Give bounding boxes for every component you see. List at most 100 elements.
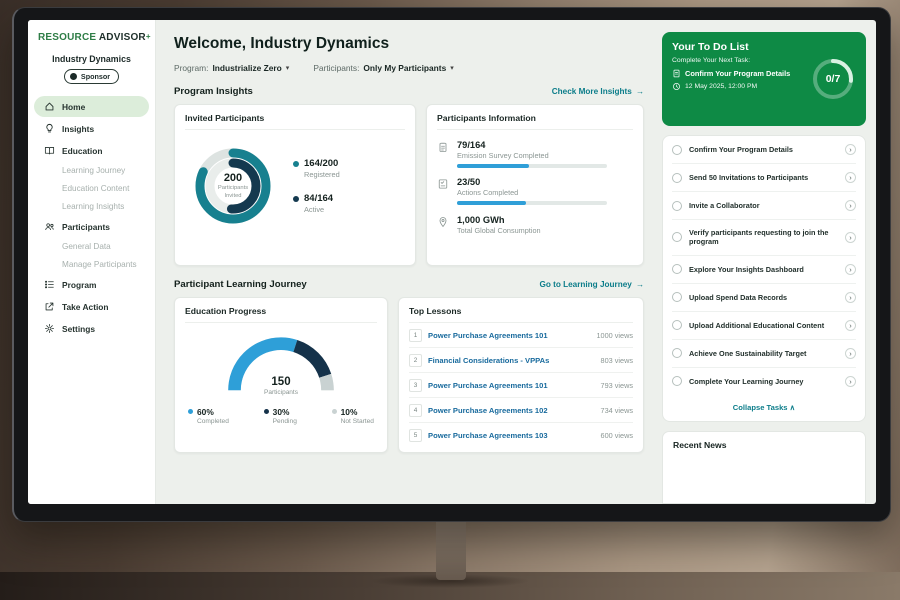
invited-donut-chart: 200 Participants Invited [185, 138, 281, 234]
task-checkbox[interactable] [672, 320, 682, 331]
program-insights-header: Program Insights Check More Insights → [174, 86, 644, 97]
sidebar-item-label: Take Action [62, 301, 109, 312]
lesson-views: 1000 views [596, 330, 633, 340]
collapse-tasks-link[interactable]: Collapse Tasks ∧ [672, 395, 856, 421]
lesson-link[interactable]: Power Purchase Agreements 101 [428, 330, 548, 340]
lesson-views: 600 views [600, 430, 633, 440]
todo-progress-ring: 0/7 [810, 56, 856, 102]
participants-filter-dropdown[interactable]: Participants: Only My Participants ▾ [313, 63, 453, 73]
chevron-right-icon[interactable]: › [845, 144, 856, 155]
task-row[interactable]: Invite a Collaborator › [672, 192, 856, 220]
lesson-views: 793 views [600, 380, 633, 390]
lesson-row: 2 Financial Considerations - VPPAs 803 v… [409, 348, 633, 373]
sidebar-item-label: General Data [62, 242, 111, 251]
task-checkbox[interactable] [672, 348, 682, 359]
task-checkbox[interactable] [672, 264, 682, 275]
top-lessons-card: Top Lessons 1 Power Purchase Agreements … [398, 297, 644, 453]
task-checkbox[interactable] [672, 232, 682, 243]
task-row[interactable]: Confirm Your Program Details › [672, 136, 856, 164]
progress-track [457, 201, 607, 205]
sidebar-item-program[interactable]: Program [34, 274, 149, 295]
chevron-right-icon[interactable]: › [845, 231, 856, 243]
sidebar-item-education-content[interactable]: Education Content [34, 180, 149, 197]
program-filter-dropdown[interactable]: Program: Industrialize Zero ▾ [174, 63, 289, 73]
chevron-right-icon[interactable]: › [845, 319, 856, 331]
donut-center-label: Participants Invited [217, 185, 249, 199]
sidebar-item-participants[interactable]: Participants [34, 216, 149, 237]
gauge-center-value: 150 [271, 376, 291, 389]
task-checkbox[interactable] [672, 200, 682, 211]
chevron-right-icon[interactable]: › [845, 263, 856, 275]
legend-value: 30% [272, 407, 290, 417]
main-content: Welcome, Industry Dynamics Program: Indu… [156, 20, 658, 504]
task-checkbox[interactable] [672, 172, 682, 183]
people-icon [44, 221, 55, 232]
go-to-learning-journey-link[interactable]: Go to Learning Journey → [539, 280, 644, 289]
chevron-right-icon[interactable]: › [845, 291, 856, 303]
sidebar-item-label: Education Content [62, 184, 130, 193]
sidebar-item-label: Participants [62, 221, 110, 232]
lesson-link[interactable]: Power Purchase Agreements 101 [428, 380, 548, 390]
lesson-rank: 3 [409, 378, 422, 392]
progress-fill [457, 201, 526, 205]
todo-due-label: 12 May 2025, 12:00 PM [685, 83, 758, 91]
external-arrow-icon [44, 301, 55, 312]
link-label: Go to Learning Journey [539, 280, 632, 289]
sidebar-item-general-data[interactable]: General Data [34, 238, 149, 255]
legend-item: 30% Pending [263, 407, 297, 425]
lesson-link[interactable]: Financial Considerations - VPPAs [428, 355, 550, 365]
sidebar-item-settings[interactable]: Settings [34, 318, 149, 339]
lightbulb-icon [44, 123, 55, 134]
task-row[interactable]: Verify participants requesting to join t… [672, 220, 856, 256]
task-row[interactable]: Upload Additional Educational Content › [672, 312, 856, 340]
task-label: Invite a Collaborator [689, 200, 760, 210]
logo-secondary: ADVISOR [98, 32, 146, 43]
task-row[interactable]: Explore Your Insights Dashboard › [672, 256, 856, 284]
check-more-insights-link[interactable]: Check More Insights → [552, 87, 644, 96]
task-row[interactable]: Send 50 Invitations to Participants › [672, 164, 856, 192]
education-gauge-chart: 150 Participants [221, 334, 341, 396]
todo-subtitle: Complete Your Next Task: [672, 57, 751, 64]
sidebar-item-insights[interactable]: Insights [34, 118, 149, 139]
task-checkbox[interactable] [672, 292, 682, 303]
monitor-bezel: RESOURCE ADVISOR+ Industry Dynamics Spon… [12, 7, 891, 522]
sidebar-item-learning-insights[interactable]: Learning Insights [34, 198, 149, 215]
task-row[interactable]: Upload Spend Data Records › [672, 284, 856, 312]
lesson-row: 5 Power Purchase Agreements 103 600 view… [409, 423, 633, 447]
todo-next-task-label: Confirm Your Program Details [685, 69, 791, 78]
lesson-row: 3 Power Purchase Agreements 101 793 view… [409, 373, 633, 398]
task-row[interactable]: Complete Your Learning Journey › [672, 368, 856, 395]
todo-summary-card: Your To Do List Complete Your Next Task:… [662, 32, 866, 126]
sidebar-item-label: Learning Insights [62, 202, 125, 211]
chevron-right-icon[interactable]: › [845, 347, 856, 359]
participants-filter-label: Participants: [313, 63, 360, 73]
lesson-link[interactable]: Power Purchase Agreements 103 [428, 430, 548, 440]
book-icon [44, 145, 55, 156]
org-name: Industry Dynamics [52, 54, 131, 64]
recent-news-title: Recent News [673, 439, 727, 450]
sidebar-item-learning-journey[interactable]: Learning Journey [34, 162, 149, 179]
sidebar-item-home[interactable]: Home [34, 96, 149, 117]
stat-row: 79/164 Emission Survey Completed [437, 140, 633, 168]
task-checkbox[interactable] [672, 144, 682, 155]
task-label: Verify participants requesting to join t… [689, 228, 829, 247]
lesson-row: 1 Power Purchase Agreements 101 1000 vie… [409, 323, 633, 348]
chevron-right-icon[interactable]: › [845, 375, 856, 387]
sidebar-item-take-action[interactable]: Take Action [34, 296, 149, 317]
stat-value: 1,000 GWh [457, 214, 505, 225]
gauge-seg [228, 337, 334, 391]
lesson-link[interactable]: Power Purchase Agreements 102 [428, 405, 548, 415]
sidebar-item-manage-participants[interactable]: Manage Participants [34, 256, 149, 273]
task-checkbox[interactable] [672, 376, 682, 387]
chevron-right-icon[interactable]: › [845, 200, 856, 211]
legend-label: Not Started [340, 418, 374, 425]
sidebar-item-label: Learning Journey [62, 166, 126, 175]
sidebar-item-education[interactable]: Education [34, 140, 149, 161]
invited-participants-card: Invited Participants 200 [174, 104, 416, 266]
chevron-right-icon[interactable]: › [845, 172, 856, 183]
sponsor-badge-label: Sponsor [80, 72, 111, 81]
task-row[interactable]: Achieve One Sustainability Target › [672, 340, 856, 368]
chevron-down-icon: ▾ [450, 65, 454, 72]
insights-cards-row: Invited Participants 200 [174, 104, 644, 266]
legend-dot [188, 409, 193, 414]
